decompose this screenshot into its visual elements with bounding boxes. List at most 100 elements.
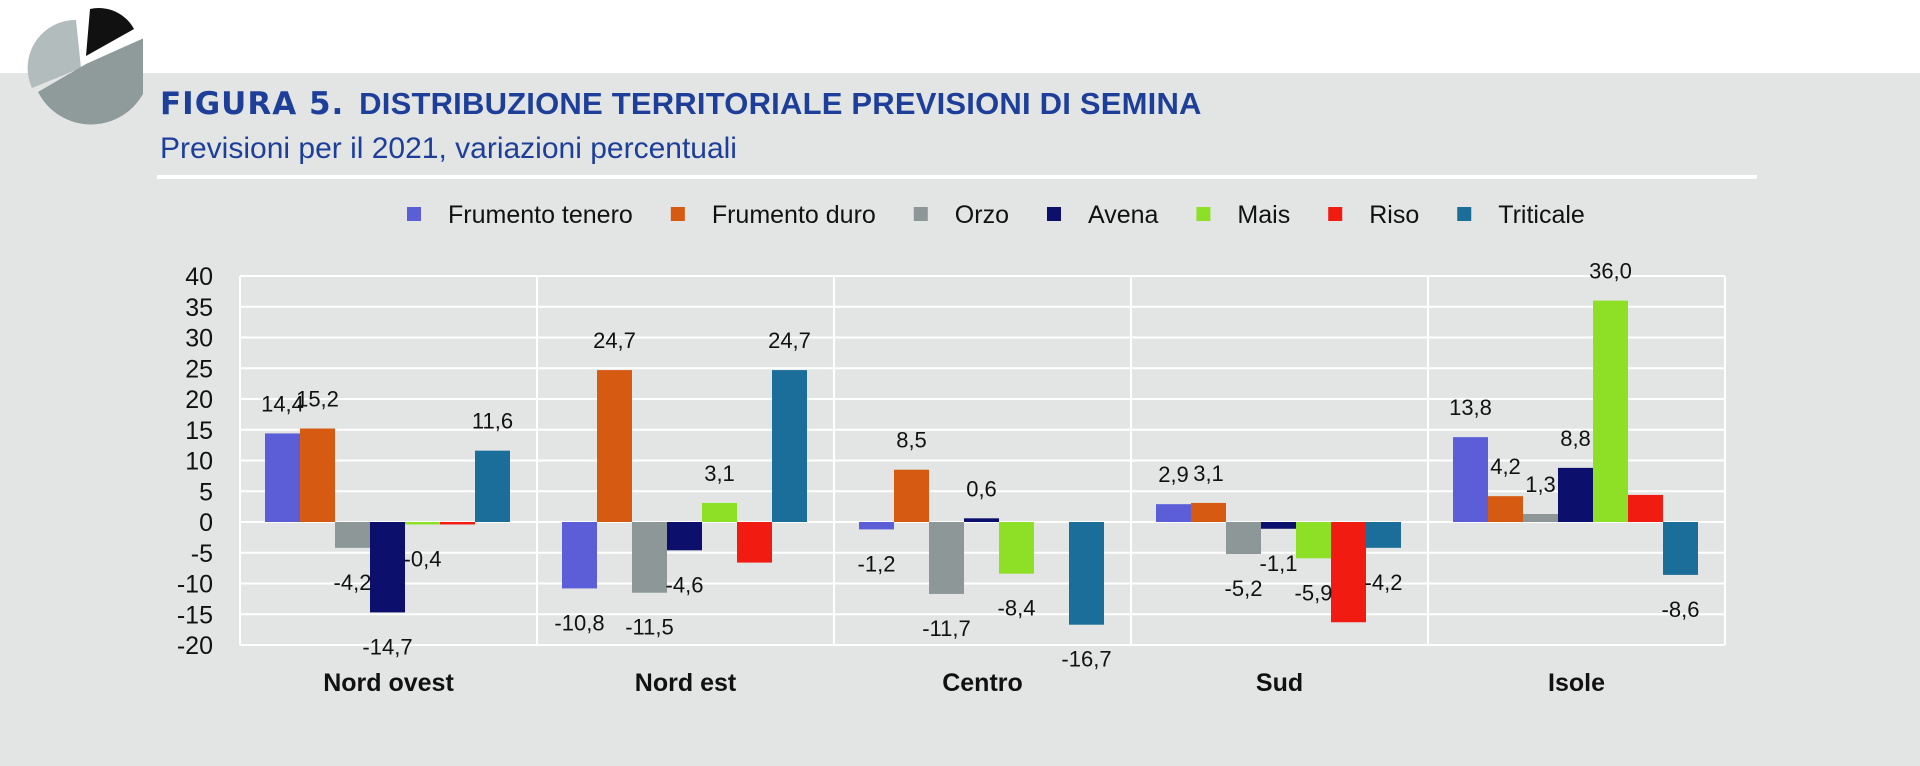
data-label: -5,2 [1225, 576, 1263, 601]
legend-label: Riso [1369, 201, 1419, 229]
x-axis: Nord ovest Nord est Centro Sud Isole [323, 669, 1605, 697]
bar [1296, 522, 1331, 559]
logo-slice-dark [86, 8, 134, 56]
y-tick-label: 20 [185, 386, 213, 414]
data-label: -14,7 [362, 634, 412, 659]
bar [1488, 496, 1523, 522]
chart-bars [265, 300, 1698, 625]
bar [370, 522, 405, 613]
bar [1558, 467, 1593, 522]
category-label: Sud [1256, 669, 1303, 697]
bar [475, 450, 510, 522]
data-label: 24,7 [768, 328, 811, 353]
bar [859, 522, 894, 530]
legend-swatch [1196, 207, 1211, 221]
legend-label: Mais [1237, 201, 1290, 229]
data-label: 24,7 [593, 328, 636, 353]
y-tick-label: 5 [199, 478, 213, 506]
bar [1663, 522, 1698, 575]
y-tick-label: 25 [185, 355, 213, 383]
pie-chart-icon [27, 8, 143, 125]
data-label: 4,2 [1490, 454, 1521, 479]
data-label: 0,6 [966, 476, 997, 501]
data-label: -5,9 [1295, 580, 1333, 605]
chart-data-labels: 14,415,2 -4,2 -14,7 -0,4 11,6 -10,8 24,7 -11,5 -… [261, 259, 1699, 672]
bar [999, 522, 1034, 574]
legend-label: Frumento tenero [448, 201, 633, 229]
bar [1593, 300, 1628, 522]
data-label: -4,6 [666, 572, 704, 597]
data-label: 14,4 [261, 391, 304, 416]
bar [1523, 514, 1558, 522]
category-label: Nord est [635, 669, 737, 697]
data-label: -10,8 [554, 610, 604, 635]
bar [772, 370, 807, 522]
bar [440, 522, 475, 525]
y-tick-label: 35 [185, 294, 213, 322]
legend-label: Triticale [1498, 201, 1585, 229]
bar [300, 428, 335, 522]
data-label: -16,7 [1061, 647, 1111, 672]
legend-swatch [407, 207, 421, 221]
y-tick-label: 30 [185, 325, 213, 353]
data-label: 3,1 [1193, 461, 1224, 486]
data-label: -0,4 [404, 546, 442, 571]
data-label: -8,6 [1662, 597, 1700, 622]
data-label: 8,5 [896, 428, 927, 453]
bar [597, 370, 632, 522]
category-label: Nord ovest [323, 669, 454, 697]
logo-slice-mid [38, 38, 143, 125]
y-tick-label: -20 [177, 632, 213, 660]
data-label: -8,4 [998, 596, 1036, 621]
data-label: 2,9 [1158, 462, 1189, 487]
legend-swatch [1457, 207, 1472, 221]
data-label: -4,2 [1365, 570, 1403, 595]
bar [1226, 522, 1261, 554]
y-tick-label: 40 [185, 263, 213, 291]
figure-title: FIGURA 5. DISTRIBUZIONE TERRITORIALE PRE… [160, 86, 1202, 122]
data-label: -11,5 [625, 615, 674, 640]
figure-title-text: DISTRIBUZIONE TERRITORIALE PREVISIONI DI… [359, 86, 1202, 121]
chart-legend: Frumento tenero Frumento duro Orzo Avena Mai… [407, 201, 1585, 229]
legend-swatch [670, 207, 685, 221]
bar [929, 522, 964, 594]
y-tick-label: 15 [185, 417, 213, 445]
bar [1628, 494, 1663, 522]
data-label: -11,7 [922, 616, 971, 641]
legend-swatch [913, 207, 928, 221]
y-tick-label: 10 [185, 448, 213, 476]
bar [894, 469, 929, 522]
y-tick-label: 0 [199, 509, 213, 537]
data-label: -1,2 [858, 551, 896, 576]
data-label: -1,1 [1260, 551, 1298, 576]
data-label: 13,8 [1449, 395, 1492, 420]
data-label: 15,2 [296, 387, 339, 412]
bar [667, 522, 702, 551]
data-label: 36,0 [1589, 259, 1632, 284]
bar [1156, 504, 1191, 522]
category-label: Isole [1548, 669, 1605, 697]
y-tick-label: -15 [177, 601, 213, 629]
bar [405, 522, 440, 525]
legend-label: Avena [1088, 201, 1159, 229]
bar [1069, 522, 1104, 625]
data-label: 1,3 [1525, 472, 1556, 497]
data-label: 11,6 [472, 409, 513, 434]
y-tick-label: -5 [191, 540, 213, 568]
category-label: Centro [942, 669, 1023, 697]
data-label: -4,2 [334, 570, 372, 595]
legend-swatch [1046, 207, 1061, 221]
bar [1453, 437, 1488, 522]
bar [1366, 522, 1401, 548]
bar [702, 502, 737, 522]
bar [562, 522, 597, 589]
figure-subtitle: Previsioni per il 2021, variazioni perce… [160, 132, 737, 165]
bar [265, 433, 300, 522]
legend-label: Orzo [955, 201, 1009, 229]
bar [737, 522, 772, 563]
data-label: 8,8 [1560, 426, 1591, 451]
data-label: 3,1 [704, 461, 735, 486]
title-divider [157, 175, 1757, 179]
